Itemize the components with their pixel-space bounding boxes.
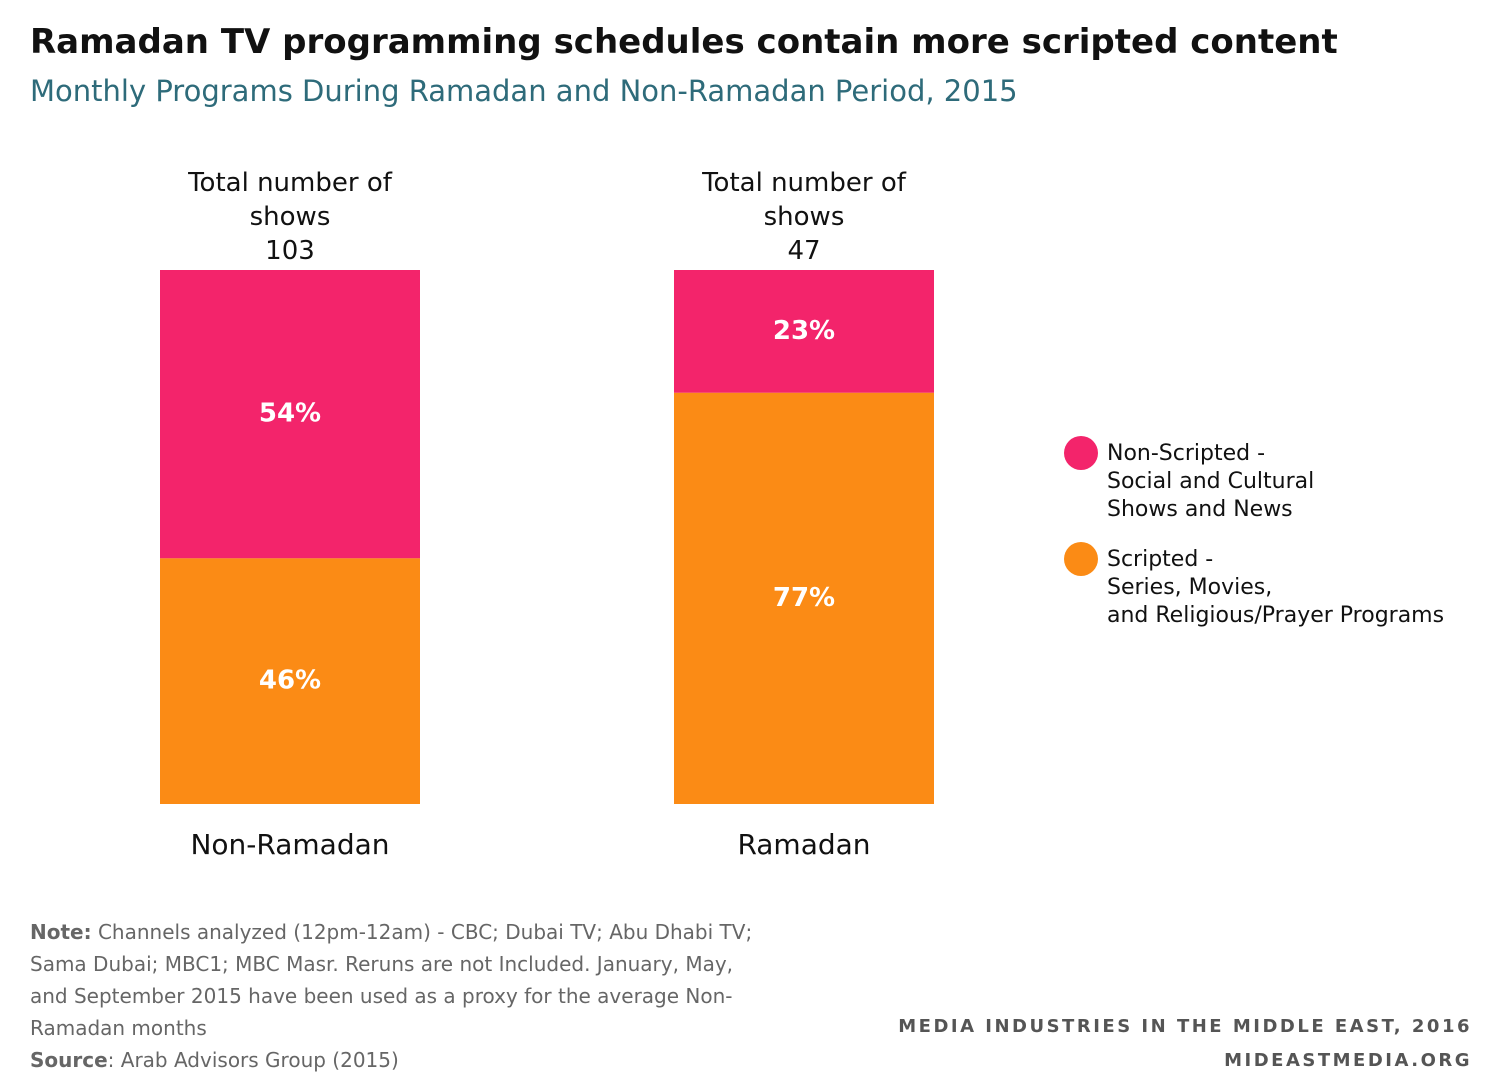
value-label: 77% — [773, 583, 835, 613]
total-label: Total number of shows 47 — [664, 166, 944, 268]
footer: MEDIA INDUSTRIES IN THE MIDDLE EAST, 201… — [898, 1016, 1472, 1037]
note-label: Note: — [30, 920, 92, 944]
chart-title: Ramadan TV programming schedules contain… — [30, 22, 1338, 62]
x-tick-label: Non-Ramadan — [190, 828, 390, 861]
bar-segment — [160, 558, 420, 804]
x-tick-label: Ramadan — [737, 828, 871, 861]
legend-swatch — [1064, 436, 1098, 470]
legend-label: Scripted - Series, Movies, and Religious… — [1107, 547, 1445, 628]
note-text: Channels analyzed (12pm-12am) - CBC; Dub… — [30, 920, 753, 1040]
bar-segment — [160, 270, 420, 559]
note: Note: Channels analyzed (12pm-12am) - CB… — [30, 916, 775, 1076]
chart-subtitle: Monthly Programs During Ramadan and Non-… — [30, 74, 1018, 108]
source-label: Source — [30, 1048, 108, 1072]
value-label: 54% — [259, 399, 321, 429]
legend-swatch — [1064, 542, 1098, 576]
total-value: 103 — [265, 236, 315, 266]
bar-segment — [674, 270, 934, 393]
footer: MIDEASTMEDIA.ORG — [1224, 1050, 1472, 1071]
legend-label: Non-Scripted - Social and Cultural Shows… — [1107, 441, 1315, 522]
value-label: 23% — [773, 316, 835, 346]
total-value: 47 — [787, 236, 821, 266]
total-caption: Total number of shows — [702, 168, 906, 232]
total-label: Total number of shows 103 — [150, 166, 430, 268]
source-text: : Arab Advisors Group (2015) — [107, 1048, 399, 1072]
value-label: 46% — [259, 666, 321, 696]
total-caption: Total number of shows — [188, 168, 392, 232]
bar-segment — [674, 392, 934, 804]
